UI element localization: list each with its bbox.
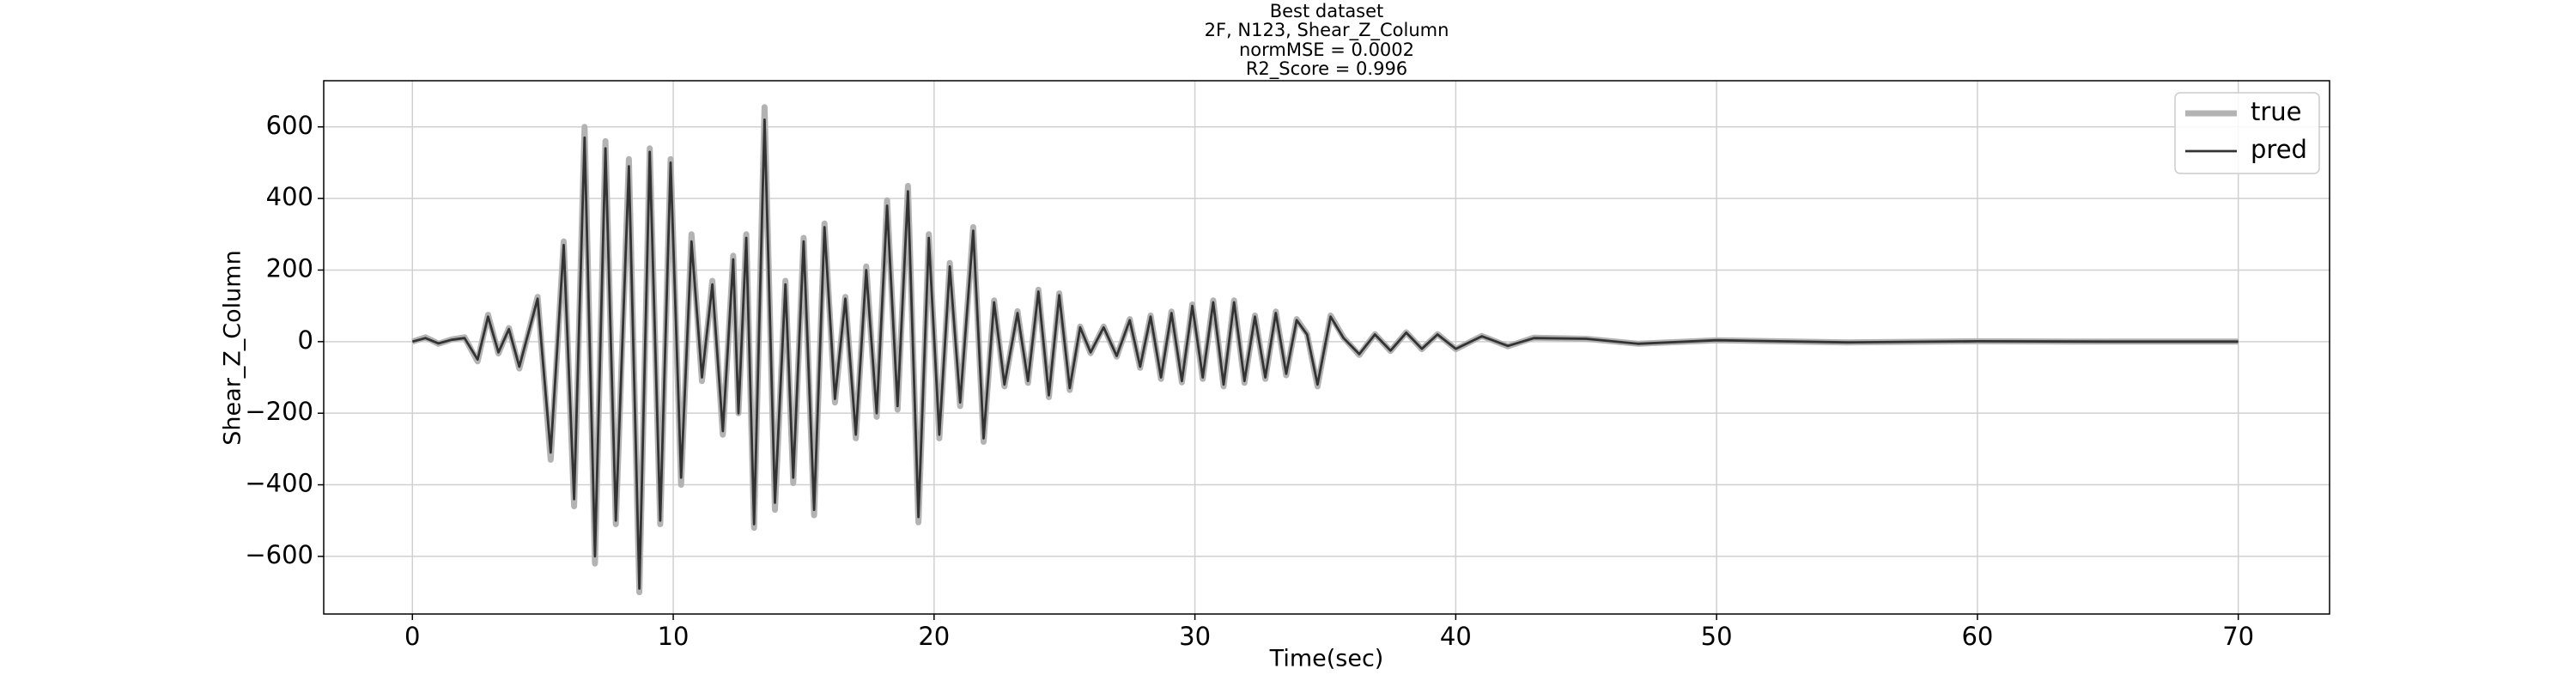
y-tick-label: −600 [245,540,313,569]
title: R2_Score = 0.996 [1246,58,1407,80]
x-tick-label: 60 [1961,622,1993,651]
legend-label: true [2251,97,2302,126]
x-tick-label: 70 [2222,622,2254,651]
y-tick-label: 200 [266,253,313,283]
y-tick-label: −200 [245,397,313,426]
x-tick-label: 30 [1179,622,1211,651]
x-tick-label: 40 [1440,622,1472,651]
y-tick-label: 400 [266,182,313,211]
y-tick-label: 600 [266,111,313,140]
y-tick-label: −400 [245,469,313,498]
legend-label: pred [2251,135,2307,164]
title: normMSE = 0.0002 [1239,40,1414,60]
x-tick-label: 50 [1701,622,1733,651]
series-line [411,119,2239,590]
x-tick-label: 20 [918,622,950,651]
legend: true pred [2174,92,2320,174]
plot-frame [323,80,2330,615]
x-tick-label: 0 [404,622,420,651]
title: Best dataset [1270,1,1384,21]
title: 2F, N123, Shear_Z_Column [1205,20,1449,41]
y-axis-label: Shear_Z_Column [220,250,246,445]
x-tick-label: 10 [658,622,690,651]
y-tick-label: 0 [298,325,313,355]
x-axis-label: Time(sec) [1269,646,1384,672]
